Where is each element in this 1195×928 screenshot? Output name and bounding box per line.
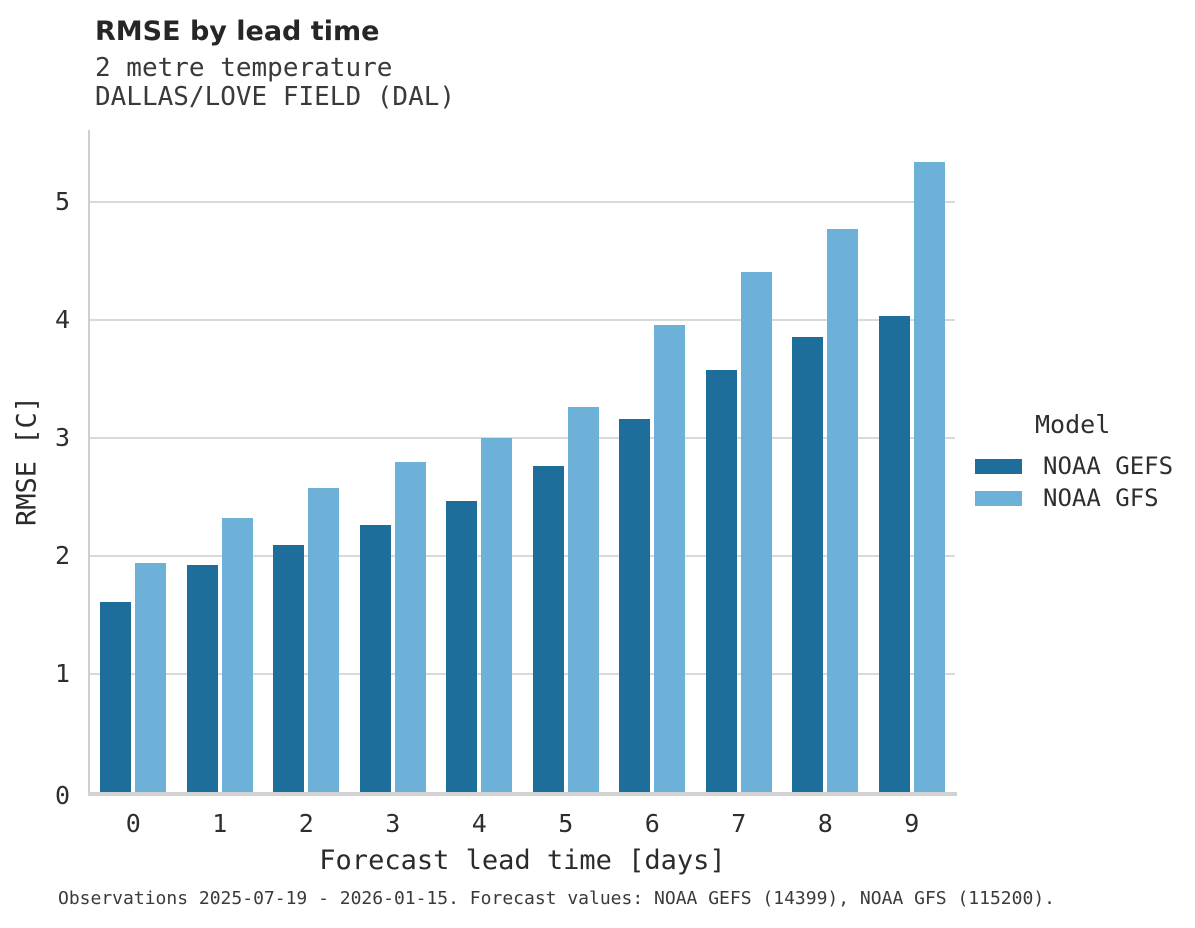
y-tick-label-5: 5 [54,186,70,216]
x-tick-label-4: 4 [471,809,487,838]
bar-noaa-gfs-lead-7 [740,272,772,792]
legend-label: NOAA GFS [1043,484,1159,512]
x-tick-label-5: 5 [558,809,574,838]
x-tick-label-9: 9 [904,809,920,838]
bar-noaa-gefs-lead-7 [705,370,737,792]
x-tick-label-1: 1 [212,809,228,838]
x-tick-label-3: 3 [385,809,401,838]
x-axis-ticks: 0 1 2 3 4 5 6 7 8 9 [90,810,955,838]
y-tick-label-0: 0 [54,781,70,810]
bar-noaa-gfs-lead-8 [827,229,859,792]
bar-noaa-gfs-lead-2 [308,488,340,792]
legend-title: Model [1035,410,1111,439]
legend-swatch-noaa-gefs [975,458,1022,474]
y-tick-label-3: 3 [54,423,70,452]
bar-group-lead-5 [523,130,610,792]
gridline-y-4 [90,319,955,321]
legend-label: NOAA GEFS [1043,452,1174,480]
bar-noaa-gefs-lead-3 [359,525,391,792]
gridline-y-1 [90,673,955,675]
x-tick-label-6: 6 [644,809,660,838]
chart-subtitle-station: DALLAS/LOVE FIELD (DAL) [95,82,456,112]
plot-area [90,130,955,792]
bar-noaa-gefs-lead-1 [186,565,218,792]
legend-swatch-noaa-gfs [975,490,1022,506]
bar-group-lead-0 [90,130,177,792]
gridline-y-3 [90,437,955,439]
x-tick-label-7: 7 [731,809,747,838]
bar-noaa-gefs-lead-6 [619,419,651,792]
footer-caption: Observations 2025-07-19 - 2026-01-15. Fo… [58,888,1055,909]
bar-noaa-gefs-lead-2 [273,545,305,792]
bar-noaa-gefs-lead-4 [446,501,478,792]
bar-group-lead-1 [177,130,264,792]
y-tick-label-2: 2 [54,541,70,570]
gridline-y-5 [90,200,955,203]
bar-noaa-gfs-lead-3 [394,462,426,792]
bar-noaa-gefs-lead-9 [878,316,910,792]
bar-group-lead-2 [263,130,350,792]
bar-group-lead-8 [782,130,869,792]
bar-noaa-gfs-lead-0 [135,563,167,792]
legend: Model NOAA GEFS NOAA GFS [975,412,1193,514]
y-tick-label-1: 1 [54,659,70,688]
bar-noaa-gfs-lead-5 [567,407,599,792]
y-tick-label-4: 4 [54,305,70,334]
bar-group-lead-4 [436,130,523,792]
chart-header: RMSE by lead time 2 metre temperature DA… [95,16,455,112]
x-axis-title: Forecast lead time [days] [319,845,726,876]
bar-noaa-gefs-lead-5 [532,466,564,792]
bar-noaa-gfs-lead-1 [221,518,253,792]
legend-entry-noaa-gefs: NOAA GEFS [975,450,1193,482]
y-axis-ticks: 0 1 2 3 4 5 [0,130,78,808]
bar-noaa-gfs-lead-4 [481,438,513,792]
x-axis-spine [88,792,957,796]
legend-entry-noaa-gfs: NOAA GFS [975,482,1193,514]
gridline-y-2 [90,555,955,557]
bar-group-lead-9 [869,130,956,792]
bar-noaa-gefs-lead-0 [100,602,132,792]
bar-noaa-gfs-lead-6 [654,325,686,792]
y-axis-spine [88,130,90,792]
x-tick-label-0: 0 [125,809,141,838]
bar-noaa-gefs-lead-8 [792,337,824,792]
bar-group-lead-7 [696,130,783,792]
chart-title: RMSE by lead time [95,16,380,47]
chart-subtitle-variable: 2 metre temperature [95,53,393,83]
bar-group-lead-6 [609,130,696,792]
bar-noaa-gfs-lead-9 [913,162,945,792]
x-tick-label-8: 8 [817,809,833,838]
x-tick-label-2: 2 [298,809,314,838]
bar-group-lead-3 [350,130,437,792]
